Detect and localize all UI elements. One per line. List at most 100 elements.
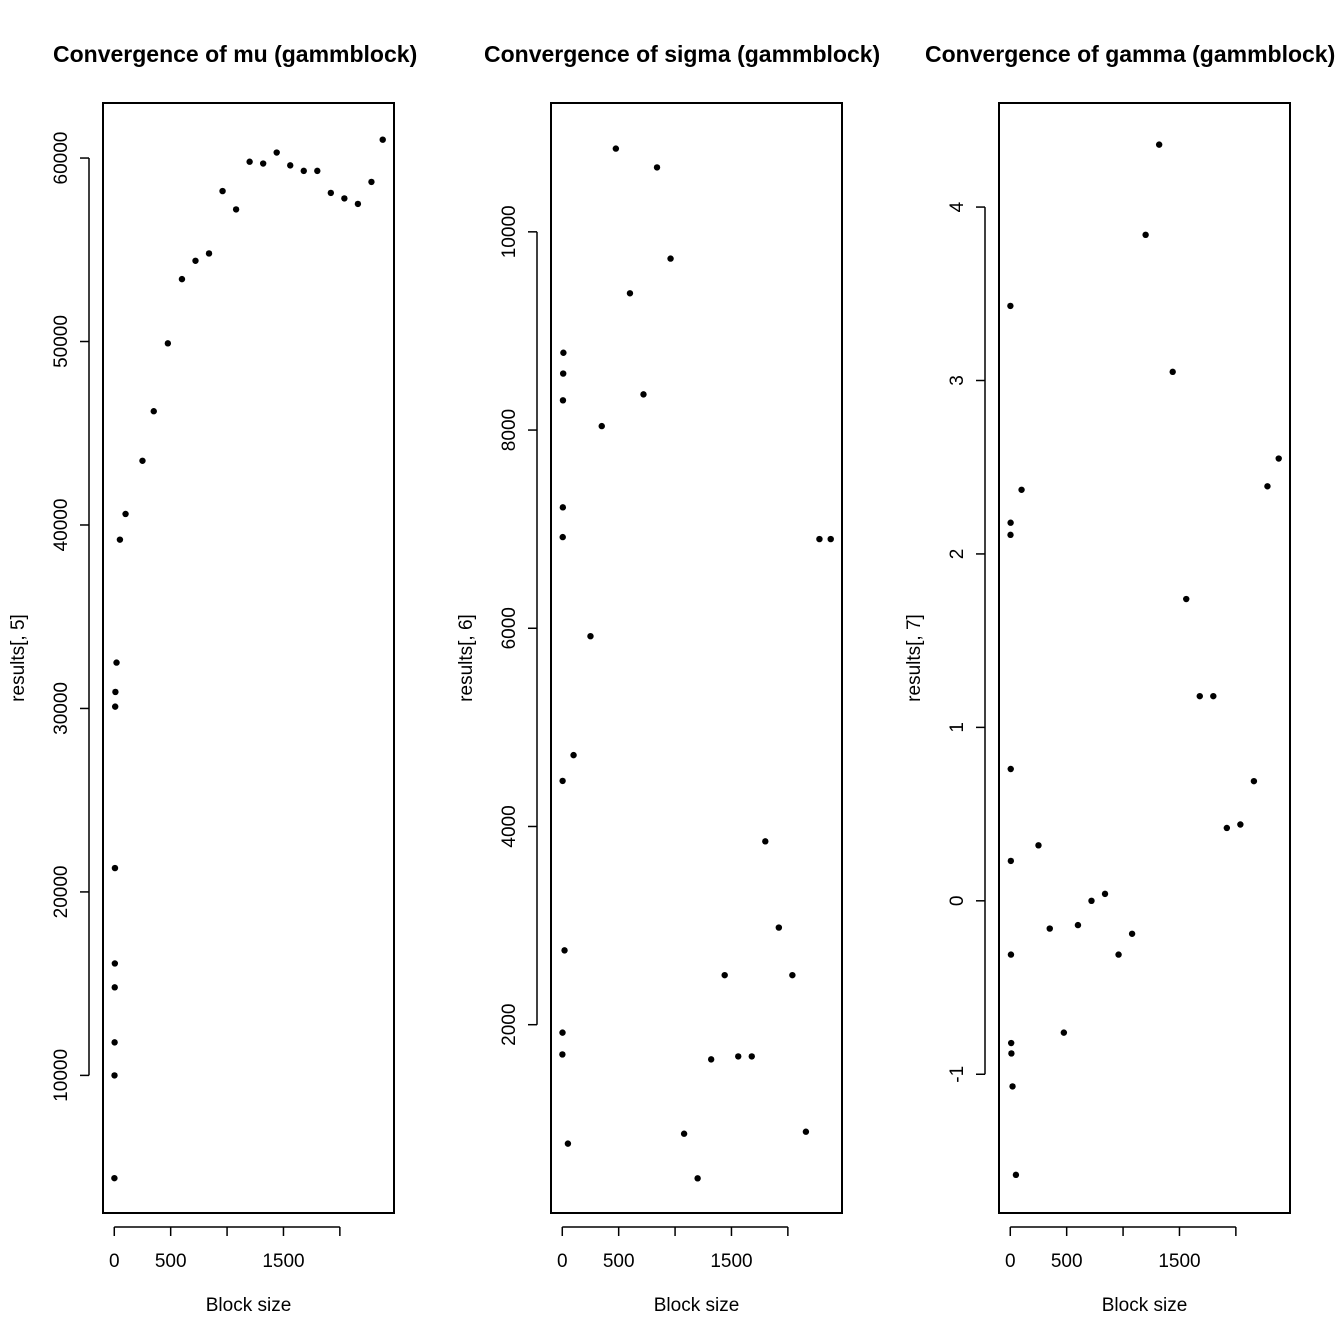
data-point: [111, 1072, 118, 1079]
data-point: [1088, 897, 1095, 905]
plot-frame: [998, 102, 1291, 1214]
data-point: [707, 1056, 715, 1063]
data-point: [1007, 765, 1014, 773]
data-point: [1046, 925, 1053, 932]
data-point: [273, 149, 280, 156]
data-points: [1007, 141, 1282, 1179]
data-point: [354, 200, 362, 208]
data-point: [735, 1053, 742, 1060]
y-tick-label: 1: [947, 722, 968, 733]
data-point: [246, 158, 253, 165]
y-axis-label: results[, 6]: [456, 614, 477, 702]
data-point: [827, 535, 834, 543]
data-points: [111, 136, 386, 1182]
data-point: [1183, 595, 1190, 603]
data-point: [1128, 930, 1136, 937]
data-point: [1007, 302, 1014, 310]
data-point: [1007, 531, 1014, 539]
panel-sigma: Convergence of sigma (gammblock) Block s…: [456, 41, 880, 1316]
data-point: [111, 960, 119, 967]
data-point: [111, 984, 118, 991]
data-point: [327, 189, 335, 197]
chart-title: Convergence of gamma (gammblock): [925, 41, 1335, 67]
data-point: [587, 632, 594, 640]
data-point: [205, 250, 213, 257]
data-point: [111, 703, 119, 710]
y-axis: -1 0 1 2 3 4: [947, 201, 986, 1083]
data-point: [1115, 951, 1122, 958]
data-point: [1060, 1029, 1068, 1036]
data-point: [559, 370, 567, 377]
x-tick-label: 1500: [710, 1251, 752, 1272]
data-point: [1196, 692, 1203, 700]
y-tick-label: 4000: [499, 805, 520, 847]
y-tick-label: 3: [947, 375, 968, 386]
data-point: [300, 167, 307, 175]
y-axis: 10000 20000 30000 40000 50000 60000: [51, 132, 90, 1102]
data-point: [564, 1140, 572, 1147]
data-point: [150, 408, 157, 415]
data-point: [1237, 821, 1244, 828]
data-point: [1210, 692, 1217, 700]
data-point: [178, 275, 186, 283]
data-point: [1018, 486, 1025, 493]
y-tick-label: 10000: [499, 205, 520, 258]
data-point: [559, 397, 567, 404]
data-point: [232, 206, 240, 213]
y-tick-label: 4: [947, 201, 968, 212]
x-tick-label: 500: [603, 1251, 635, 1272]
data-point: [721, 971, 728, 979]
data-point: [667, 255, 674, 262]
data-point: [559, 504, 567, 511]
data-point: [680, 1130, 688, 1137]
data-point: [559, 533, 566, 541]
data-point: [559, 777, 566, 785]
y-axis-label: results[, 5]: [8, 614, 29, 702]
data-point: [640, 391, 647, 398]
data-point: [559, 1051, 566, 1058]
data-point: [1012, 1171, 1020, 1179]
panel-gamma: Convergence of gamma (gammblock) Block s…: [904, 41, 1335, 1316]
data-point: [1250, 777, 1258, 785]
data-point: [192, 257, 199, 264]
chart-title: Convergence of sigma (gammblock): [484, 41, 880, 67]
x-axis-label: Block size: [206, 1295, 292, 1316]
y-tick-label: 2: [947, 549, 968, 560]
data-point: [368, 178, 375, 186]
data-point: [570, 751, 577, 759]
y-tick-label: 2000: [499, 1004, 520, 1046]
y-tick-label: 30000: [51, 682, 72, 735]
data-point: [287, 162, 294, 169]
chart-title: Convergence of mu (gammblock): [53, 41, 417, 67]
x-axis-label: Block size: [654, 1295, 740, 1316]
data-point: [139, 457, 146, 464]
y-tick-label: -1: [947, 1066, 968, 1083]
data-point: [1008, 1050, 1015, 1057]
data-point: [111, 1039, 118, 1046]
x-tick-label: 500: [155, 1251, 187, 1272]
data-point: [122, 510, 129, 518]
data-point: [789, 971, 796, 979]
x-axis: 0 500 1500: [109, 1226, 341, 1272]
data-point: [1009, 1083, 1016, 1090]
data-point: [1275, 455, 1282, 462]
data-point: [560, 349, 567, 356]
x-tick-label: 0: [109, 1251, 120, 1272]
data-point: [116, 536, 124, 543]
data-point: [1007, 1039, 1015, 1047]
y-tick-label: 50000: [51, 315, 72, 368]
plot-frame: [102, 102, 395, 1214]
data-point: [1101, 890, 1109, 898]
data-point: [219, 187, 226, 195]
data-point: [379, 136, 386, 143]
panel-mu: Convergence of mu (gammblock) Block size…: [8, 41, 417, 1316]
data-point: [1074, 921, 1082, 929]
data-point: [598, 422, 605, 430]
x-tick-label: 500: [1051, 1251, 1083, 1272]
data-point: [802, 1128, 810, 1135]
data-point: [1142, 231, 1149, 239]
y-tick-label: 40000: [51, 499, 72, 552]
data-points: [559, 145, 834, 1182]
